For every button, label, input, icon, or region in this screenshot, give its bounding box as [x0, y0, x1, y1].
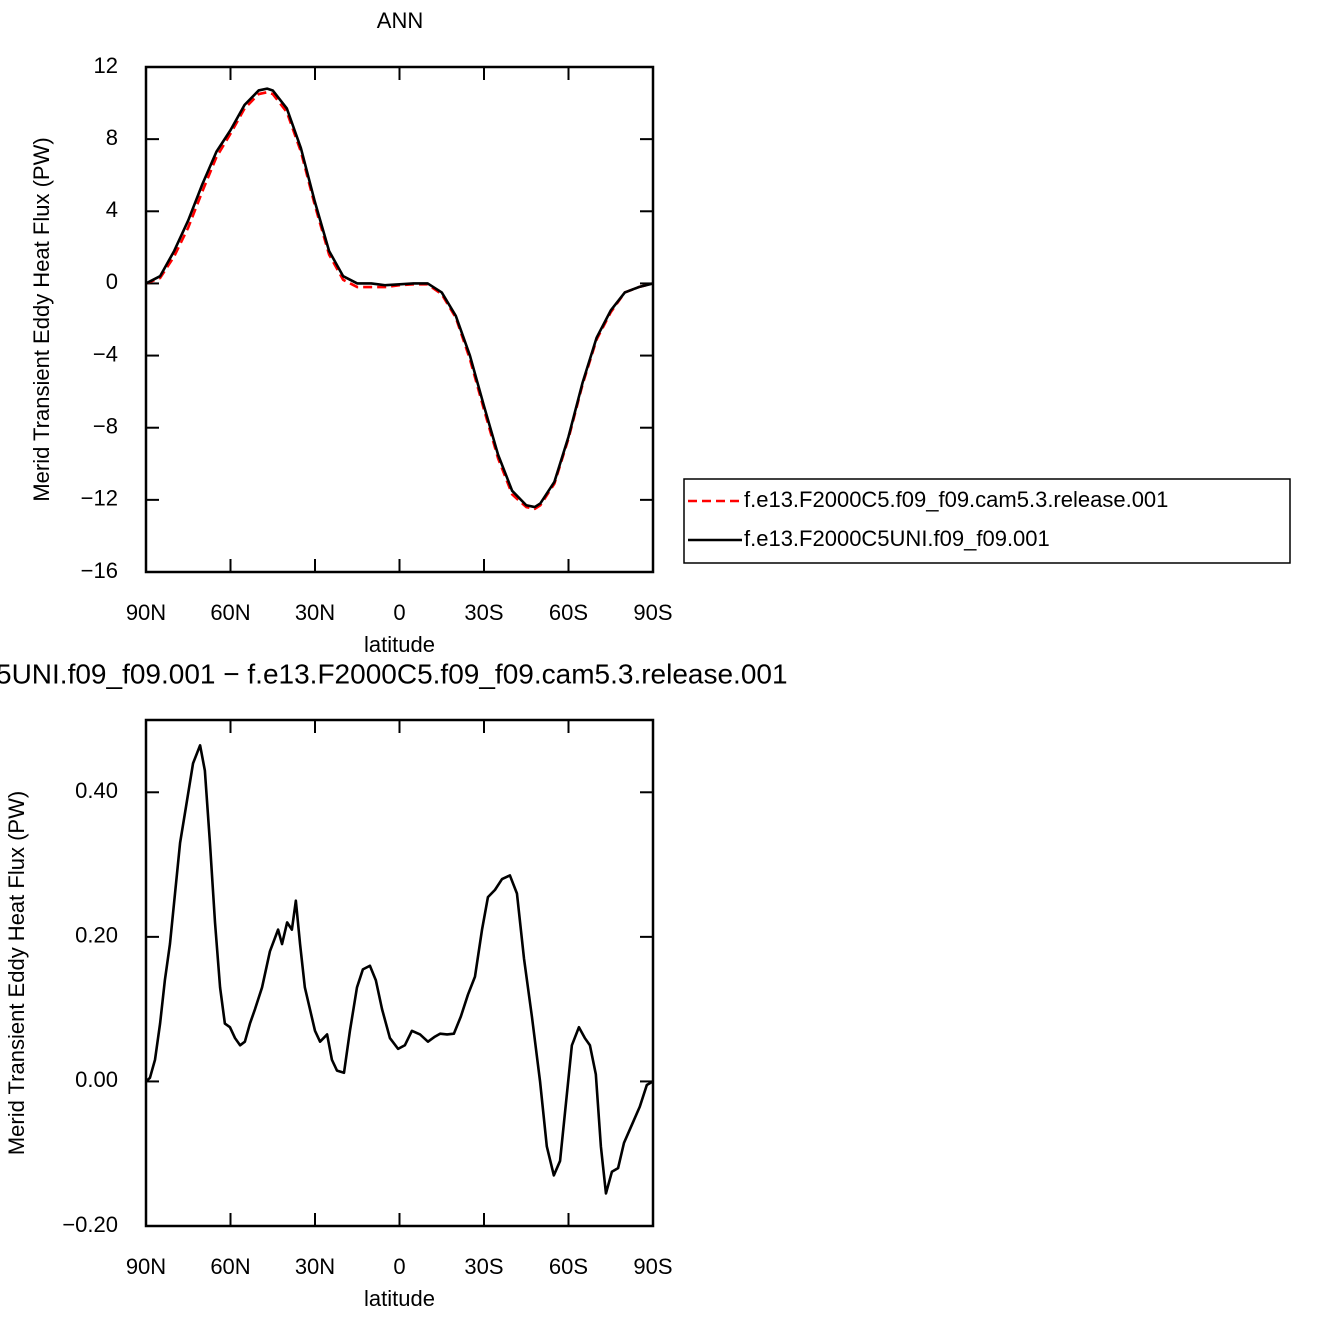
- y-tick-label: 0.40: [75, 778, 118, 803]
- legend-label: f.e13.F2000C5.f09_f09.cam5.3.release.001: [744, 487, 1168, 512]
- x-tick-label: 60S: [549, 1254, 588, 1279]
- x-tick-label: 60S: [549, 600, 588, 625]
- x-tick-label: 90S: [633, 600, 672, 625]
- x-tick-label: 90N: [126, 1254, 166, 1279]
- x-axis-title: latitude: [364, 632, 435, 657]
- legend-box: [683, 478, 1291, 564]
- x-tick-label: 90S: [633, 1254, 672, 1279]
- y-tick-label: 0: [106, 269, 118, 294]
- y-tick-label: −0.20: [62, 1212, 118, 1237]
- y-tick-label: 12: [94, 53, 118, 78]
- x-tick-label: 30N: [295, 1254, 335, 1279]
- x-tick-label: 60N: [210, 1254, 250, 1279]
- y-tick-label: 0.20: [75, 923, 118, 948]
- x-tick-label: 30S: [464, 1254, 503, 1279]
- legend-label: f.e13.F2000C5UNI.f09_f09.001: [744, 526, 1050, 551]
- y-tick-label: −16: [81, 558, 118, 583]
- y-tick-label: −4: [93, 341, 118, 366]
- y-axis-title: Merid Transient Eddy Heat Flux (PW): [4, 791, 29, 1155]
- y-tick-label: 0.00: [75, 1067, 118, 1092]
- y-tick-label: −12: [81, 486, 118, 511]
- x-tick-label: 0: [393, 600, 405, 625]
- x-axis-title: latitude: [364, 1286, 435, 1311]
- x-tick-label: 90N: [126, 600, 166, 625]
- plot-frame: [144, 718, 655, 1228]
- x-tick-label: 60N: [210, 600, 250, 625]
- y-tick-label: 4: [106, 197, 118, 222]
- chart-title: 5UNI.f09_f09.001 − f.e13.F2000C5.f09_f09…: [0, 658, 788, 689]
- x-tick-label: 0: [393, 1254, 405, 1279]
- y-tick-label: −8: [93, 414, 118, 439]
- plot-frame: [144, 65, 655, 574]
- x-tick-label: 30S: [464, 600, 503, 625]
- chart-title: ANN: [377, 8, 423, 33]
- y-tick-label: 8: [106, 125, 118, 150]
- y-axis-title: Merid Transient Eddy Heat Flux (PW): [29, 137, 54, 501]
- x-tick-label: 30N: [295, 600, 335, 625]
- series-line: [145, 90, 654, 511]
- series-line: [145, 87, 654, 509]
- series-line: [145, 744, 654, 1195]
